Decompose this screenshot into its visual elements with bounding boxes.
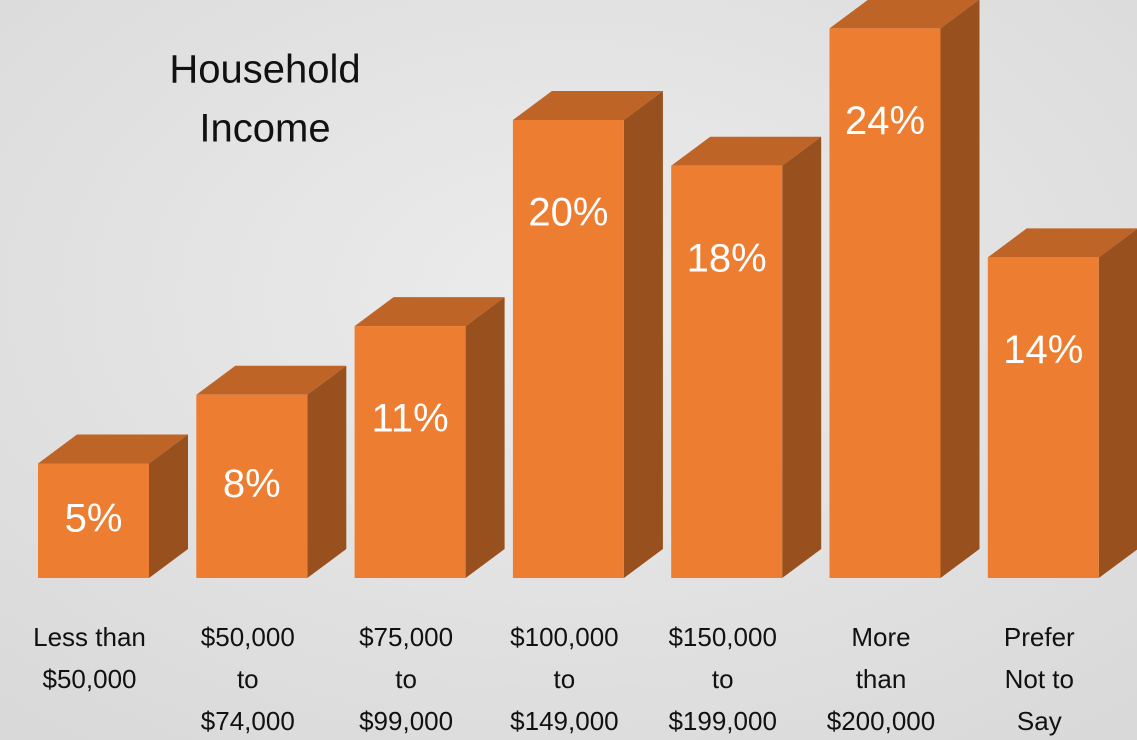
bar-side [782,136,822,579]
x-tick-label: Prefer [1004,622,1075,652]
x-tick-label: $200,000 [827,706,935,736]
x-tick-label: Less than [33,622,146,652]
bar [512,120,624,578]
x-tick-label: to [395,664,417,694]
bar-top [987,228,1137,258]
bar-top [671,136,822,166]
x-tick-label: $149,000 [510,706,618,736]
x-tick-label: Not to [1005,664,1074,694]
x-tick-label: More [851,622,910,652]
chart-title: Household [169,48,360,92]
bar-side [149,434,188,578]
x-tick-label: $74,000 [201,706,295,736]
data-label: 20% [528,191,608,235]
bar-side [1098,228,1137,578]
chart-title: Income [199,107,330,151]
x-tick-label: $199,000 [668,706,776,736]
bar-top [196,365,347,395]
bar-top [354,297,505,327]
data-label: 24% [845,99,925,143]
x-tick-label: to [712,664,734,694]
bar [987,257,1099,578]
bar [671,165,783,579]
bar-side [307,365,347,578]
bar-side [465,297,505,578]
bar-top [512,91,663,120]
bar [829,28,941,578]
bar [354,326,466,578]
data-label: 11% [372,397,449,441]
x-tick-label: $100,000 [510,622,618,652]
data-label: 14% [1003,328,1083,372]
x-tick-label: Say [1017,706,1062,736]
x-tick-label: $99,000 [359,706,453,736]
bar-side [623,91,663,578]
data-label: 8% [223,462,281,506]
data-label: 18% [687,236,767,280]
x-tick-label: $75,000 [359,622,453,652]
x-tick-label: $50,000 [43,664,137,694]
x-tick-label: to [554,664,576,694]
bar-side [940,0,980,578]
x-tick-label: than [856,664,907,694]
data-label: 5% [65,496,123,540]
x-tick-label: $50,000 [201,622,295,652]
bar [196,394,308,578]
bar [38,463,149,578]
x-tick-label: $150,000 [668,622,776,652]
bar-top [38,434,188,464]
x-tick-label: to [237,664,259,694]
bar-top [829,0,979,29]
